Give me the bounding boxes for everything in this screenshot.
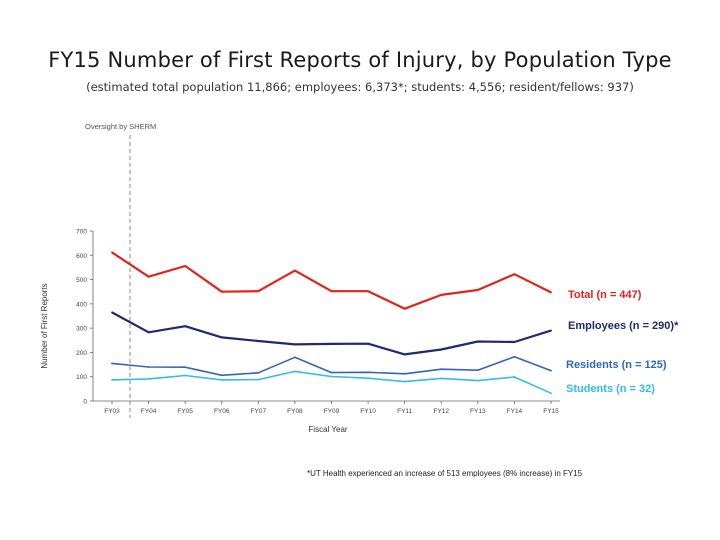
data-point <box>513 376 516 378</box>
data-point <box>440 348 443 351</box>
x-tick-label: FY10 <box>360 408 376 415</box>
y-tick-label: 600 <box>76 253 87 260</box>
data-point <box>403 372 406 375</box>
data-point <box>440 377 443 380</box>
data-point <box>257 378 260 381</box>
series-label: Students (n = 32) <box>566 383 655 395</box>
data-point <box>294 356 296 359</box>
data-point <box>513 273 516 276</box>
y-tick-label: 400 <box>76 301 87 308</box>
data-point <box>111 362 113 365</box>
data-point <box>476 369 479 372</box>
data-point <box>476 289 479 291</box>
series-line <box>111 251 552 310</box>
y-tick-label: 300 <box>76 326 87 333</box>
x-tick-label: FY13 <box>470 408 486 415</box>
x-tick-label: FY07 <box>251 408 267 415</box>
data-point <box>147 331 150 334</box>
x-tick-label: FY14 <box>507 408 523 415</box>
series-label: Total (n = 447) <box>568 289 642 301</box>
x-axis-title: Fiscal Year <box>308 425 347 434</box>
data-point <box>513 355 516 358</box>
footnote: *UT Health experienced an increase of 51… <box>307 469 583 478</box>
data-point <box>257 340 260 342</box>
data-point <box>476 340 479 343</box>
x-tick-label: FY11 <box>397 408 412 415</box>
data-point <box>184 366 187 369</box>
data-point <box>294 370 296 373</box>
data-point <box>147 378 150 380</box>
y-tick-label: 0 <box>83 399 87 406</box>
series-line <box>111 311 552 356</box>
data-point <box>440 368 443 371</box>
data-point <box>220 378 223 381</box>
data-point <box>111 251 113 254</box>
data-point <box>513 341 516 343</box>
data-point <box>294 343 296 346</box>
data-point <box>330 290 333 293</box>
data-point <box>367 371 369 374</box>
y-axis-title: Number of First Reports <box>40 283 49 368</box>
data-point <box>147 275 150 278</box>
slide-title: FY15 Number of First Reports of Injury, … <box>48 48 672 72</box>
x-tick-label: FY15 <box>543 408 559 415</box>
data-point <box>111 378 113 381</box>
y-tick-label: 100 <box>76 374 87 381</box>
series-line <box>111 370 552 394</box>
data-point <box>220 374 223 377</box>
data-point <box>403 380 406 383</box>
data-point <box>367 342 369 345</box>
data-point <box>476 379 479 382</box>
data-point <box>220 336 223 339</box>
data-point <box>550 329 552 332</box>
data-point <box>147 366 150 368</box>
data-point <box>184 374 187 377</box>
data-point <box>550 291 552 294</box>
x-tick-label: FY08 <box>287 408 303 415</box>
y-tick-label: 700 <box>76 229 87 236</box>
y-tick-label: 500 <box>76 277 87 284</box>
data-point <box>184 265 187 267</box>
x-tick-label: FY04 <box>141 408 157 415</box>
data-point <box>367 377 369 380</box>
data-point <box>330 371 333 374</box>
x-tick-label: FY09 <box>324 408 340 415</box>
y-tick-label: 200 <box>76 350 87 357</box>
x-tick-label: FY03 <box>104 408 120 415</box>
data-point <box>330 375 333 378</box>
x-tick-label: FY12 <box>433 408 449 415</box>
data-point <box>257 371 260 374</box>
data-point <box>330 343 333 345</box>
data-point <box>257 290 260 293</box>
series-label: Residents (n = 125) <box>566 359 667 371</box>
series-label: Employees (n = 290)* <box>568 320 679 332</box>
data-point <box>184 325 187 328</box>
data-point <box>220 290 223 293</box>
slide-subtitle: (estimated total population 11,866; empl… <box>86 80 634 94</box>
plot-area: 0 100 200 300 400 500 600 700 FY03 FY04 FY05 FY06 FY… <box>76 229 679 416</box>
oversight-annotation: Oversight by SHERM <box>85 122 156 131</box>
data-point <box>294 269 296 272</box>
data-point <box>550 392 552 395</box>
data-point <box>367 290 369 293</box>
x-tick-label: FY06 <box>214 408 230 415</box>
data-point <box>440 293 443 296</box>
data-point <box>403 307 406 310</box>
x-tick-label: FY05 <box>177 408 193 415</box>
data-point <box>403 353 406 356</box>
data-point <box>550 369 552 372</box>
data-point <box>111 311 113 314</box>
